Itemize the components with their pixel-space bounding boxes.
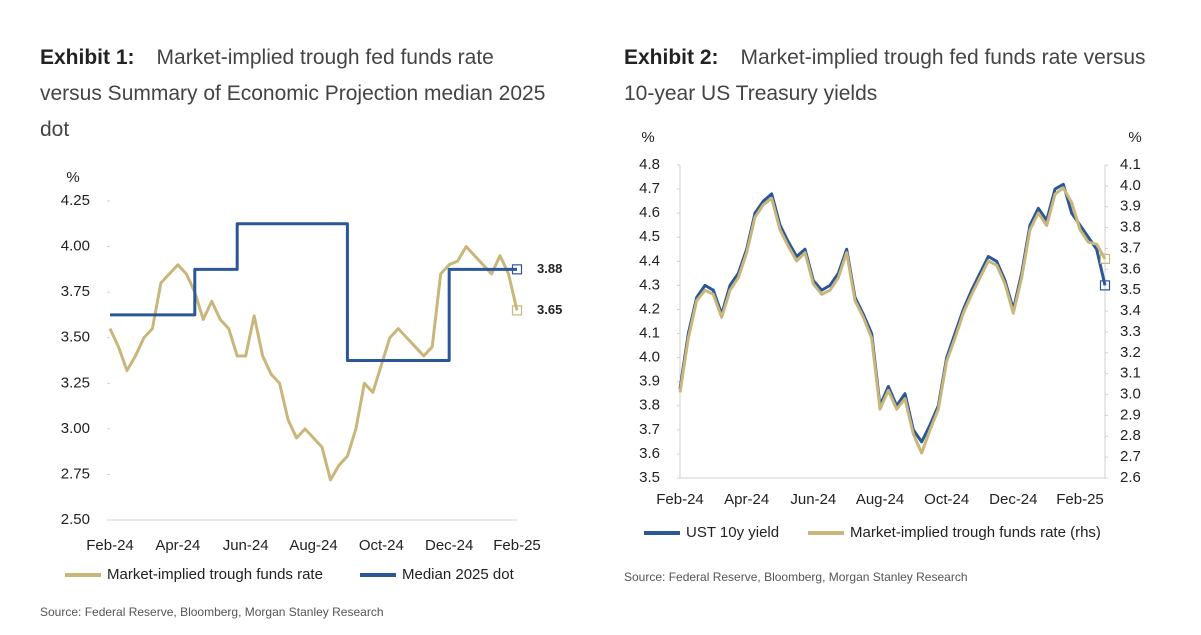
y2-tick-label: 3.6 [1120, 260, 1141, 277]
y-tick-label: 3.7 [639, 421, 660, 438]
exhibit-heading: Exhibit 2: Market-implied trough fed fund… [624, 40, 1164, 112]
end-marker [1099, 253, 1111, 264]
x-tick-label: Apr-24 [724, 491, 769, 508]
y-tick-label: 4.5 [639, 228, 660, 245]
y2-tick-label: 3.3 [1120, 323, 1141, 340]
y-tick-label: 3.5 [639, 469, 660, 486]
source: Source: Federal Reserve, Bloomberg, Morg… [40, 605, 384, 619]
x-tick-label: Jun-24 [790, 491, 836, 508]
y2-tick-label: 2.6 [1120, 469, 1141, 486]
x-tick-label: Jun-24 [223, 537, 269, 554]
series-line [108, 245, 519, 482]
x-tick-label: Apr-24 [155, 537, 200, 554]
y2-axis-unit: % [1128, 129, 1141, 146]
end-marker [511, 305, 523, 316]
x-tick-label: Feb-25 [493, 537, 541, 554]
series-line [110, 222, 517, 362]
end-marker [1099, 280, 1111, 291]
series-line [678, 186, 1107, 455]
end-label: 3.65 [537, 302, 562, 317]
x-tick-label: Dec-24 [425, 537, 473, 554]
y2-tick-label: 3.1 [1120, 365, 1141, 382]
y2-tick-label: 4.1 [1120, 156, 1141, 173]
y-tick-label: 4.6 [639, 204, 660, 221]
y-tick-label: 3.8 [639, 397, 660, 414]
chart-title: Market-implied trough fed funds rate ver… [624, 46, 1146, 105]
y-tick-label: 4.7 [639, 180, 660, 197]
y-tick-label: 4.0 [639, 349, 660, 366]
legend-label: UST 10y yield [686, 524, 779, 541]
x-tick-label: Feb-24 [86, 537, 134, 554]
x-tick-label: Oct-24 [924, 491, 969, 508]
y2-tick-label: 3.0 [1120, 386, 1141, 403]
y-tick-label: 4.25 [61, 192, 90, 209]
source: Source: Federal Reserve, Bloomberg, Morg… [624, 570, 968, 584]
end-marker [511, 264, 523, 275]
x-tick-label: Feb-25 [1056, 491, 1104, 508]
chart-title: Market-implied trough fed funds rate ver… [40, 46, 546, 141]
y-tick-label: 4.4 [639, 252, 660, 269]
y-tick-label: 4.2 [639, 300, 660, 317]
end-label: 3.88 [537, 261, 562, 276]
y-tick-label: 3.75 [61, 283, 90, 300]
legend-label: Median 2025 dot [402, 566, 515, 583]
y-tick-label: 3.9 [639, 373, 660, 390]
y2-tick-label: 3.2 [1120, 344, 1141, 361]
y2-tick-label: 3.8 [1120, 219, 1141, 236]
y-tick-label: 2.50 [61, 511, 90, 528]
y-tick-label: 2.75 [61, 465, 90, 482]
y-tick-label: 3.50 [61, 329, 90, 346]
x-tick-label: Feb-24 [656, 491, 704, 508]
y2-tick-label: 3.4 [1120, 302, 1141, 319]
y-axis-unit: % [66, 169, 79, 186]
y-tick-label: 3.6 [639, 445, 660, 462]
y2-tick-label: 3.5 [1120, 281, 1141, 298]
exhibit-label: Exhibit 2: [624, 46, 719, 69]
y-tick-label: 3.25 [61, 374, 90, 391]
x-tick-label: Aug-24 [856, 491, 904, 508]
x-tick-label: Aug-24 [289, 537, 337, 554]
y2-tick-label: 3.7 [1120, 239, 1141, 256]
y-tick-label: 4.00 [61, 238, 90, 255]
x-tick-label: Oct-24 [359, 537, 404, 554]
y-tick-label: 4.3 [639, 276, 660, 293]
x-tick-label: Dec-24 [989, 491, 1037, 508]
y-tick-label: 4.1 [639, 325, 660, 342]
exhibit-heading: Exhibit 1: Market-implied trough fed fund… [40, 40, 560, 148]
exhibit-label: Exhibit 1: [40, 46, 135, 69]
y-tick-label: 4.8 [639, 156, 660, 173]
y-axis-unit: % [641, 129, 654, 146]
y2-tick-label: 2.8 [1120, 427, 1141, 444]
legend-label: Market-implied trough funds rate (rhs) [850, 524, 1101, 541]
y2-tick-label: 3.9 [1120, 198, 1141, 215]
y2-tick-label: 2.9 [1120, 406, 1141, 423]
legend-label: Market-implied trough funds rate [107, 566, 323, 583]
y2-tick-label: 2.7 [1120, 448, 1141, 465]
y2-tick-label: 4.0 [1120, 177, 1141, 194]
y-tick-label: 3.00 [61, 420, 90, 437]
